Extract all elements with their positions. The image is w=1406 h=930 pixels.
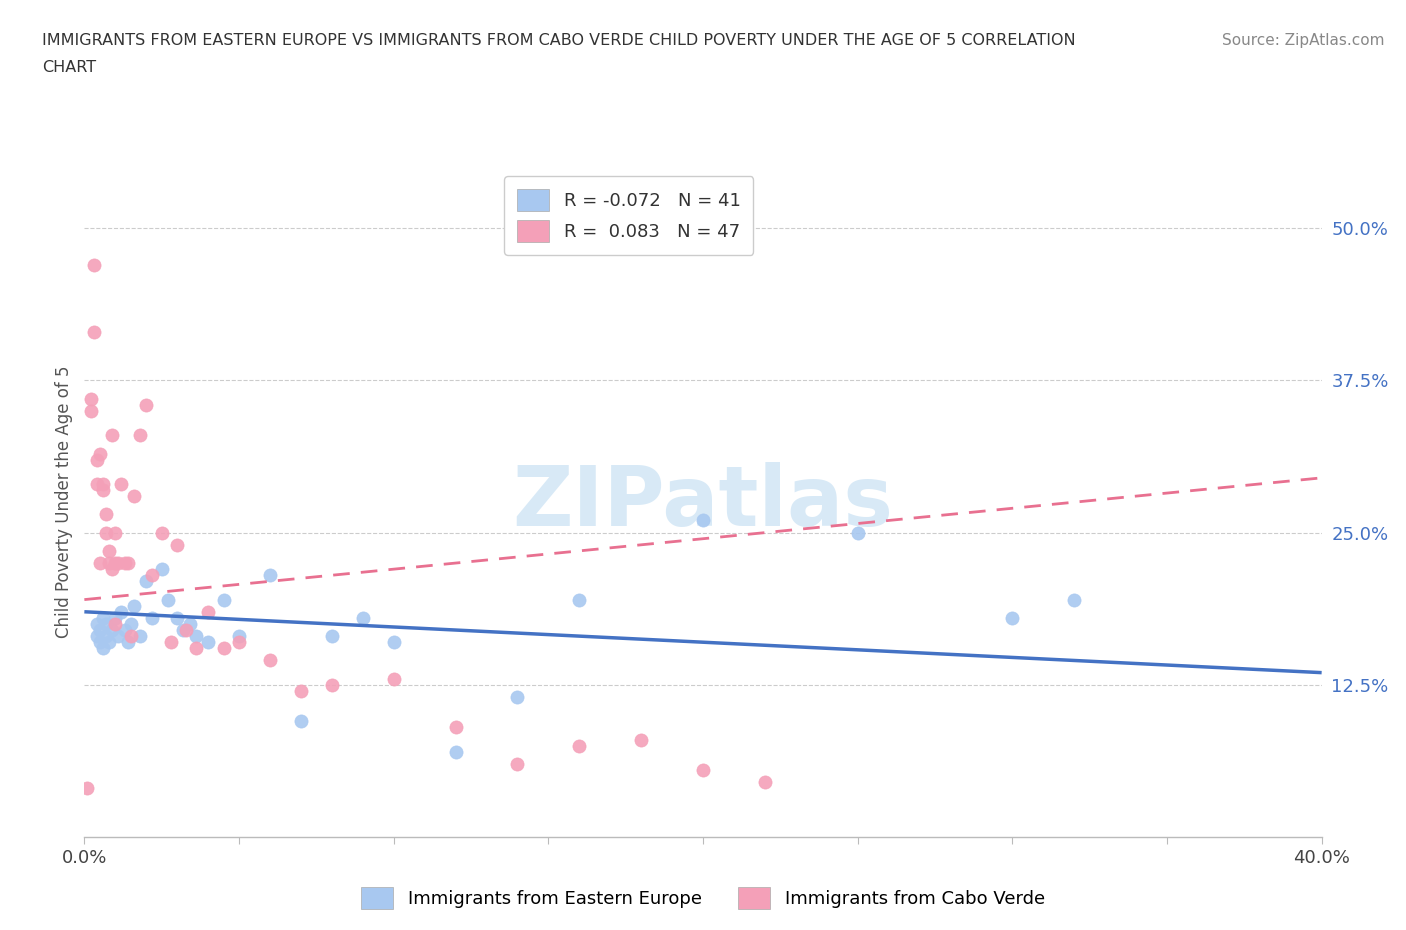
Point <box>382 635 405 650</box>
Point <box>83 325 105 339</box>
Point <box>290 714 312 729</box>
Point <box>89 635 111 650</box>
Point <box>197 635 219 650</box>
Point <box>129 629 152 644</box>
Point <box>382 671 405 686</box>
Point <box>104 617 127 631</box>
Point <box>110 604 132 619</box>
Point <box>141 568 163 583</box>
Point <box>135 574 157 589</box>
Point <box>176 622 198 637</box>
Point <box>107 629 129 644</box>
Point <box>114 555 136 570</box>
Point <box>259 568 281 583</box>
Point <box>91 610 114 625</box>
Point <box>117 555 139 570</box>
Point <box>104 525 127 540</box>
Point <box>630 732 652 747</box>
Point <box>91 476 114 491</box>
Point <box>86 452 108 467</box>
Point <box>212 592 235 607</box>
Point <box>444 720 467 735</box>
Point <box>692 513 714 528</box>
Text: IMMIGRANTS FROM EASTERN EUROPE VS IMMIGRANTS FROM CABO VERDE CHILD POVERTY UNDER: IMMIGRANTS FROM EASTERN EUROPE VS IMMIGR… <box>42 33 1076 47</box>
Y-axis label: Child Poverty Under the Age of 5: Child Poverty Under the Age of 5 <box>55 365 73 639</box>
Point <box>89 446 111 461</box>
Point <box>94 629 117 644</box>
Point <box>104 555 127 570</box>
Point <box>104 610 127 625</box>
Point <box>197 604 219 619</box>
Point <box>122 488 145 503</box>
Point <box>94 525 117 540</box>
Point <box>290 684 312 698</box>
Point <box>83 258 105 272</box>
Point <box>98 543 121 558</box>
Point <box>129 428 152 443</box>
Point <box>506 756 529 771</box>
Point <box>444 744 467 759</box>
Point <box>89 622 111 637</box>
Point <box>89 555 111 570</box>
Point <box>86 476 108 491</box>
Point <box>212 641 235 656</box>
Point <box>1001 610 1024 625</box>
Point <box>120 629 142 644</box>
Point <box>228 635 250 650</box>
Point <box>101 428 124 443</box>
Point <box>98 635 121 650</box>
Point <box>114 622 136 637</box>
Point <box>846 525 869 540</box>
Point <box>352 610 374 625</box>
Point <box>107 555 129 570</box>
Point <box>506 689 529 704</box>
Legend: R = -0.072   N = 41, R =  0.083   N = 47: R = -0.072 N = 41, R = 0.083 N = 47 <box>505 177 754 255</box>
Point <box>98 555 121 570</box>
Point <box>110 476 132 491</box>
Point <box>91 641 114 656</box>
Point <box>172 622 194 637</box>
Point <box>79 404 101 418</box>
Point <box>101 562 124 577</box>
Point <box>117 635 139 650</box>
Point <box>692 763 714 777</box>
Point <box>166 538 188 552</box>
Point <box>568 738 591 753</box>
Point <box>94 617 117 631</box>
Point <box>76 781 98 796</box>
Point <box>184 629 207 644</box>
Text: Source: ZipAtlas.com: Source: ZipAtlas.com <box>1222 33 1385 47</box>
Point <box>86 617 108 631</box>
Point <box>321 629 343 644</box>
Point <box>1063 592 1085 607</box>
Point <box>120 617 142 631</box>
Legend: Immigrants from Eastern Europe, Immigrants from Cabo Verde: Immigrants from Eastern Europe, Immigran… <box>354 880 1052 916</box>
Point <box>166 610 188 625</box>
Point <box>94 507 117 522</box>
Point <box>79 392 101 406</box>
Point <box>135 397 157 412</box>
Point <box>754 775 776 790</box>
Point <box>86 629 108 644</box>
Text: CHART: CHART <box>42 60 96 75</box>
Text: ZIPatlas: ZIPatlas <box>513 461 893 543</box>
Point <box>150 525 173 540</box>
Point <box>91 483 114 498</box>
Point <box>150 562 173 577</box>
Point <box>259 653 281 668</box>
Point <box>228 629 250 644</box>
Point <box>101 622 124 637</box>
Point <box>122 598 145 613</box>
Point <box>160 635 183 650</box>
Point <box>568 592 591 607</box>
Point <box>141 610 163 625</box>
Point <box>179 617 201 631</box>
Point <box>184 641 207 656</box>
Point <box>156 592 179 607</box>
Point <box>321 677 343 692</box>
